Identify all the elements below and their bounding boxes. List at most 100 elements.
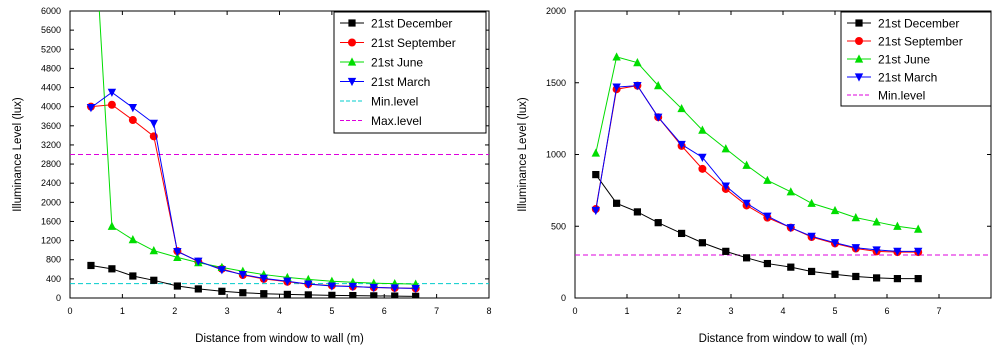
x-tick-label: 8 [486,306,491,316]
data-point-21st-june [851,213,860,222]
data-point-21st-december [391,292,399,298]
y-tick-label: 4000 [41,102,61,112]
legend-box [333,11,487,134]
data-point-21st-december [283,290,291,298]
data-point-21st-march [217,266,227,275]
x-tick-label: 0 [67,306,72,316]
legend-marker-21st-december [348,19,356,27]
legend-label: 21st June [878,53,930,67]
data-point-21st-june [149,246,158,255]
data-point-21st-june [742,160,751,169]
data-point-21st-december [260,290,268,298]
data-point-21st-march [194,257,203,266]
data-point-21st-march [390,284,399,293]
legend-label: 21st December [878,17,959,31]
data-point-21st-december [129,272,137,280]
plot-area [70,11,489,298]
x-tick-label: 0 [572,306,577,316]
data-point-21st-june [612,52,621,61]
data-point-21st-march [304,280,313,289]
legend-marker-21st-september [855,37,863,45]
y-axis-label: Illuminance Level (lux) [517,97,529,212]
x-tick-label: 6 [884,306,889,316]
y-tick-label: 4400 [41,83,61,93]
y-tick-label: 2000 [41,197,61,207]
data-point-21st-june [633,58,642,67]
series-line-21st-march [90,91,416,289]
left-chart: 0 1 2 3 4 5 6 7 8 0 400 800 1200 1600 2000 2400 2800 3200… [12,6,492,345]
x-tick-label: 5 [832,306,837,316]
data-point-21st-march [763,212,772,221]
plot-area [575,52,991,283]
x-tick-label: 2 [676,306,681,316]
y-axis-label: Illuminance Level (lux) [12,97,24,212]
data-point-21st-december [150,276,158,284]
data-point-21st-march [914,247,923,256]
data-point-21st-march [327,282,337,291]
data-point-21st-september [107,100,116,109]
x-tick-label: 4 [277,306,282,316]
data-point-21st-december [873,274,881,282]
legend-marker-21st-december [855,19,863,27]
data-point-21st-march [872,246,881,255]
y-tick-label: 1000 [546,150,566,160]
legend-label: 21st September [371,36,456,50]
data-point-21st-march [721,182,730,191]
data-point-21st-december [173,282,181,290]
x-tick-label: 3 [225,306,230,316]
data-point-21st-june [914,224,923,233]
data-point-21st-september [698,164,707,173]
data-point-21st-december [808,267,816,276]
data-point-21st-march [893,247,902,256]
data-point-21st-june [807,198,816,207]
data-point-21st-march [283,277,292,286]
data-point-21st-march [633,82,642,91]
data-point-21st-march [107,88,117,97]
legend-label: Min.level [878,89,925,103]
data-point-21st-march [238,270,248,280]
data-point-21st-december [893,275,901,283]
data-point-21st-june [107,221,117,230]
data-point-21st-december [852,272,860,281]
y-tick-label: 2000 [546,6,566,16]
y-tick-label: 500 [551,221,566,231]
data-point-21st-june [173,252,182,261]
x-tick-label: 7 [936,306,941,316]
series-line-21st-march [595,85,919,252]
data-point-21st-june [128,235,138,244]
data-point-21st-june [872,217,881,226]
x-tick-label: 5 [329,306,334,316]
data-point-21st-march [411,284,420,294]
data-point-21st-march [698,153,707,162]
data-point-21st-december [763,259,771,268]
y-tick-label: 3200 [41,140,61,150]
y-tick-label: 3600 [41,121,61,131]
data-point-21st-march [830,239,840,248]
right-chart: 0 1 2 3 4 5 6 7 0 500 1000 1500 2000 Distance from wi… [517,6,992,345]
legend-marker-21st-september [348,38,356,47]
y-tick-label: 1600 [41,216,61,226]
y-tick-label: 4800 [41,63,61,73]
y-tick-label: 800 [46,255,61,265]
data-point-21st-december [743,254,751,262]
data-point-21st-december [914,275,922,283]
series-line-21st-september [595,85,919,253]
data-point-21st-december [304,291,312,298]
legend-marker-21st-march [347,77,357,87]
data-point-21st-june [591,148,600,157]
y-tick-label: 5200 [41,44,61,54]
data-point-21st-december [613,199,621,207]
x-tick-label: 1 [624,306,629,316]
legend-label: 21st March [371,75,430,89]
data-point-21st-march [742,199,751,208]
legend-marker-21st-june [347,57,357,66]
data-point-21st-december [654,219,662,227]
legend-label: Min.level [371,95,418,109]
x-tick-label: 4 [780,306,785,316]
y-tick-label: 2800 [41,159,61,169]
legend-label: 21st December [371,17,452,31]
y-tick-label: 6000 [41,6,61,16]
data-point-21st-december [722,247,730,255]
data-point-21st-december [218,287,226,295]
data-point-21st-march [173,248,182,257]
